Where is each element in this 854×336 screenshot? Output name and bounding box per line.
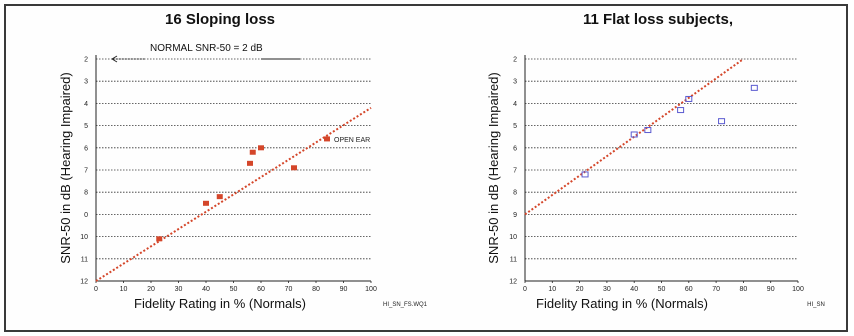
y-tick-label: 3 [84,79,88,86]
x-tick-label: 50 [230,286,238,293]
data-point [203,200,209,206]
x-tick-label: 20 [576,286,584,293]
chart-sloping-loss: 16 Sloping loss Fidelity Rating in % (No… [58,11,428,311]
regression-line [95,106,372,282]
x-tick-label: 0 [94,286,98,293]
x-tick-label: 90 [767,286,775,293]
data-point [677,107,685,114]
x-tick-label: 10 [548,286,556,293]
chart-title: 11 Flat loss subjects, [583,11,733,28]
x-tick-label: 20 [147,286,155,293]
x-tick-label: 40 [202,286,210,293]
x-axis-label: Fidelity Rating in % (Normals) [536,296,708,311]
y-tick-label: 4 [84,101,88,108]
x-tick-label: 90 [340,286,348,293]
y-tick-label: 7 [84,168,88,175]
data-point [630,131,638,138]
y-tick-label: 6 [84,145,88,152]
chart-title: 16 Sloping loss [165,11,275,28]
data-point [291,165,297,171]
x-tick-label: 70 [285,286,293,293]
open-ear-label: OPEN EAR [334,137,370,144]
x-tick-label: 100 [365,286,377,293]
x-tick-label: 50 [658,286,666,293]
x-tick-label: 70 [712,286,720,293]
data-point [581,171,589,178]
y-tick-label: 9 [513,212,517,219]
footnote: HI_SN_FS.WQ1 [383,302,428,308]
data-point [750,84,758,91]
y-tick-label: 0 [84,212,88,219]
x-tick-label: 0 [523,286,527,293]
data-point [249,149,256,155]
x-tick-label: 100 [792,286,804,293]
regression-line [524,58,744,216]
x-tick-label: 80 [740,286,748,293]
x-tick-label: 80 [312,286,320,293]
y-tick-label: 12 [509,279,517,286]
y-tick-label: 2 [513,57,517,64]
y-axis-label: SNR-50 in dB (Hearing Impaired) [58,72,73,263]
y-tick-label: 5 [84,123,88,130]
data-point [258,145,264,151]
y-tick-label: 5 [513,123,517,130]
data-point [216,194,223,200]
data-point [324,136,330,142]
y-tick-label: 3 [513,79,517,86]
y-tick-label: 2 [84,57,88,64]
y-tick-label: 8 [84,190,88,197]
reference-note: NORMAL SNR-50 = 2 dB [150,43,263,54]
y-tick-label: 8 [513,190,517,197]
x-tick-label: 40 [630,286,638,293]
data-point [247,160,253,166]
y-tick-label: 11 [510,256,517,263]
x-tick-label: 30 [175,286,183,293]
y-tick-label: 11 [81,256,88,263]
reference-arrow [111,55,118,63]
data-point [156,236,163,242]
y-tick-label: 6 [513,145,517,152]
data-point [685,95,693,102]
x-tick-label: 30 [603,286,611,293]
y-tick-label: 12 [80,279,88,286]
y-axis-label: SNR-50 in dB (Hearing Impaired) [486,72,501,263]
footnote: HI_SN [807,302,825,308]
data-point [718,118,726,125]
y-tick-label: 4 [513,101,517,108]
data-point [644,127,652,134]
x-tick-label: 60 [257,286,265,293]
y-tick-label: 7 [513,168,517,175]
y-tick-label: 10 [509,234,517,241]
x-tick-label: 60 [685,286,693,293]
x-axis-label: Fidelity Rating in % (Normals) [134,296,306,311]
chart-flat-loss: 11 Flat loss subjects, Fidelity Rating i… [486,11,825,311]
x-tick-label: 10 [120,286,128,293]
y-tick-label: 10 [80,234,88,241]
